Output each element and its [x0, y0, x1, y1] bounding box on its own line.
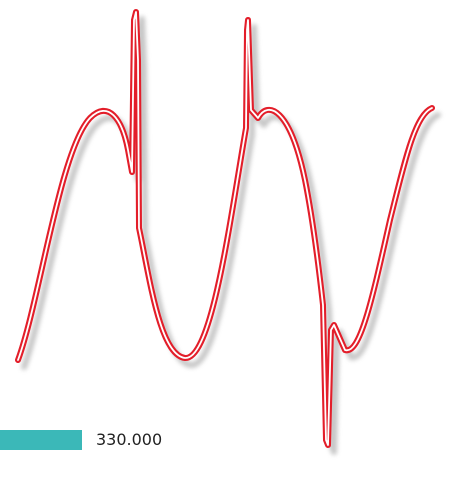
scale-bar [0, 430, 82, 450]
waveform-shadow [21, 16, 441, 455]
scale-value-label: 330.000 [96, 430, 163, 449]
waveform-line [15, 9, 435, 448]
